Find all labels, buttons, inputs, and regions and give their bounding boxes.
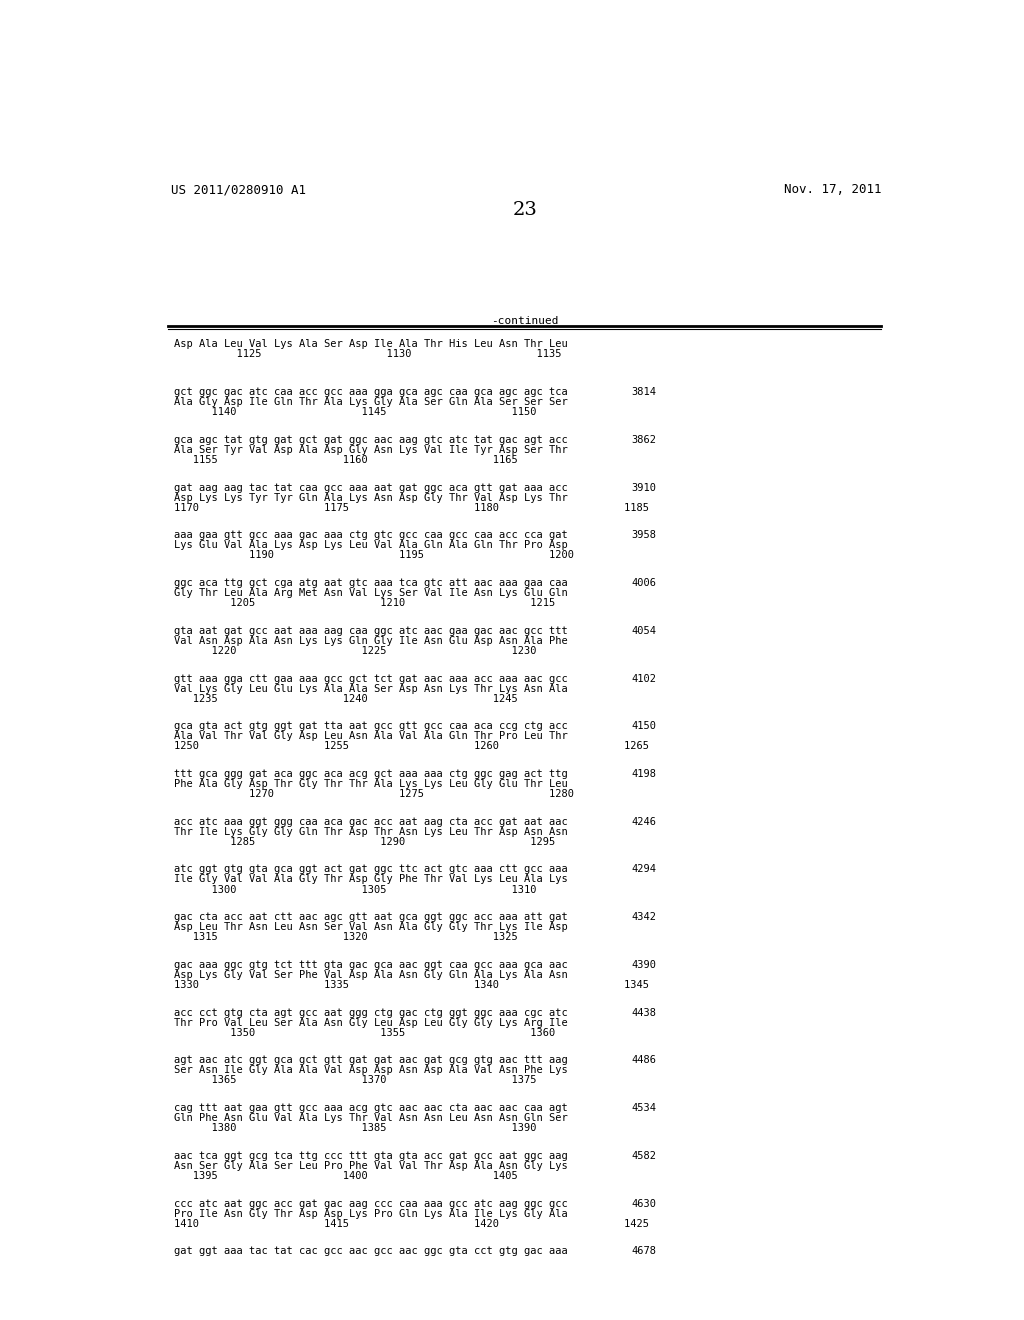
Text: Thr Ile Lys Gly Gly Gln Thr Asp Thr Asn Lys Leu Thr Asp Asn Asn: Thr Ile Lys Gly Gly Gln Thr Asp Thr Asn … xyxy=(174,826,568,837)
Text: Ala Gly Asp Ile Gln Thr Ala Lys Gly Ala Ser Gln Ala Ser Ser Ser: Ala Gly Asp Ile Gln Thr Ala Lys Gly Ala … xyxy=(174,397,568,407)
Text: 1170                    1175                    1180                    1185: 1170 1175 1180 1185 xyxy=(174,503,649,512)
Text: acc atc aaa ggt ggg caa aca gac acc aat aag cta acc gat aat aac: acc atc aaa ggt ggg caa aca gac acc aat … xyxy=(174,817,568,826)
Text: 1380                    1385                    1390: 1380 1385 1390 xyxy=(174,1123,537,1133)
Text: Asp Ala Leu Val Lys Ala Ser Asp Ile Ala Thr His Leu Asn Thr Leu: Asp Ala Leu Val Lys Ala Ser Asp Ile Ala … xyxy=(174,339,568,350)
Text: 1285                    1290                    1295: 1285 1290 1295 xyxy=(174,837,556,846)
Text: ttt gca ggg gat aca ggc aca acg gct aaa aaa ctg ggc gag act ttg: ttt gca ggg gat aca ggc aca acg gct aaa … xyxy=(174,770,568,779)
Text: 4438: 4438 xyxy=(632,1007,656,1018)
Text: 4534: 4534 xyxy=(632,1104,656,1113)
Text: ggc aca ttg gct cga atg aat gtc aaa tca gtc att aac aaa gaa caa: ggc aca ttg gct cga atg aat gtc aaa tca … xyxy=(174,578,568,587)
Text: 1190                    1195                    1200: 1190 1195 1200 xyxy=(174,550,574,560)
Text: 1300                    1305                    1310: 1300 1305 1310 xyxy=(174,884,537,895)
Text: 3958: 3958 xyxy=(632,531,656,540)
Text: 4198: 4198 xyxy=(632,770,656,779)
Text: 4678: 4678 xyxy=(632,1246,656,1257)
Text: Gly Thr Leu Ala Arg Met Asn Val Lys Ser Val Ile Asn Lys Glu Gln: Gly Thr Leu Ala Arg Met Asn Val Lys Ser … xyxy=(174,589,568,598)
Text: 1235                    1240                    1245: 1235 1240 1245 xyxy=(174,693,518,704)
Text: Asp Lys Gly Val Ser Phe Val Asp Ala Asn Gly Gln Ala Lys Ala Asn: Asp Lys Gly Val Ser Phe Val Asp Ala Asn … xyxy=(174,970,568,979)
Text: 4054: 4054 xyxy=(632,626,656,636)
Text: gca agc tat gtg gat gct gat ggc aac aag gtc atc tat gac agt acc: gca agc tat gtg gat gct gat ggc aac aag … xyxy=(174,434,568,445)
Text: 1205                    1210                    1215: 1205 1210 1215 xyxy=(174,598,556,609)
Text: gct ggc gac atc caa acc gcc aaa gga gca agc caa gca agc agc tca: gct ggc gac atc caa acc gcc aaa gga gca … xyxy=(174,387,568,397)
Text: Asn Ser Gly Ala Ser Leu Pro Phe Val Val Thr Asp Ala Asn Gly Lys: Asn Ser Gly Ala Ser Leu Pro Phe Val Val … xyxy=(174,1162,568,1171)
Text: acc cct gtg cta agt gcc aat ggg ctg gac ctg ggt ggc aaa cgc atc: acc cct gtg cta agt gcc aat ggg ctg gac … xyxy=(174,1007,568,1018)
Text: 1125                    1130                    1135: 1125 1130 1135 xyxy=(174,350,562,359)
Text: Ser Asn Ile Gly Ala Ala Val Asp Asp Asn Asp Ala Val Asn Phe Lys: Ser Asn Ile Gly Ala Ala Val Asp Asp Asn … xyxy=(174,1065,568,1076)
Text: Ala Val Thr Val Gly Asp Leu Asn Ala Val Ala Gln Thr Pro Leu Thr: Ala Val Thr Val Gly Asp Leu Asn Ala Val … xyxy=(174,731,568,742)
Text: 4294: 4294 xyxy=(632,865,656,874)
Text: 1410                    1415                    1420                    1425: 1410 1415 1420 1425 xyxy=(174,1218,649,1229)
Text: ccc atc aat ggc acc gat gac aag ccc caa aaa gcc atc aag ggc gcc: ccc atc aat ggc acc gat gac aag ccc caa … xyxy=(174,1199,568,1209)
Text: Val Lys Gly Leu Glu Lys Ala Ala Ser Asp Asn Lys Thr Lys Asn Ala: Val Lys Gly Leu Glu Lys Ala Ala Ser Asp … xyxy=(174,684,568,693)
Text: 1365                    1370                    1375: 1365 1370 1375 xyxy=(174,1076,537,1085)
Text: 4486: 4486 xyxy=(632,1056,656,1065)
Text: 1250                    1255                    1260                    1265: 1250 1255 1260 1265 xyxy=(174,742,649,751)
Text: Nov. 17, 2011: Nov. 17, 2011 xyxy=(783,183,882,197)
Text: Ile Gly Val Val Ala Gly Thr Asp Gly Phe Thr Val Lys Leu Ala Lys: Ile Gly Val Val Ala Gly Thr Asp Gly Phe … xyxy=(174,875,568,884)
Text: Phe Ala Gly Asp Thr Gly Thr Thr Ala Lys Lys Leu Gly Glu Thr Leu: Phe Ala Gly Asp Thr Gly Thr Thr Ala Lys … xyxy=(174,779,568,789)
Text: Lys Glu Val Ala Lys Asp Lys Leu Val Ala Gln Ala Gln Thr Pro Asp: Lys Glu Val Ala Lys Asp Lys Leu Val Ala … xyxy=(174,540,568,550)
Text: Gln Phe Asn Glu Val Ala Lys Thr Val Asn Asn Leu Asn Asn Gln Ser: Gln Phe Asn Glu Val Ala Lys Thr Val Asn … xyxy=(174,1113,568,1123)
Text: gat aag aag tac tat caa gcc aaa aat gat ggc aca gtt gat aaa acc: gat aag aag tac tat caa gcc aaa aat gat … xyxy=(174,483,568,492)
Text: Asp Lys Lys Tyr Tyr Gln Ala Lys Asn Asp Gly Thr Val Asp Lys Thr: Asp Lys Lys Tyr Tyr Gln Ala Lys Asn Asp … xyxy=(174,492,568,503)
Text: agt aac atc ggt gca gct gtt gat gat aac gat gcg gtg aac ttt aag: agt aac atc ggt gca gct gtt gat gat aac … xyxy=(174,1056,568,1065)
Text: gtt aaa gga ctt gaa aaa gcc gct tct gat aac aaa acc aaa aac gcc: gtt aaa gga ctt gaa aaa gcc gct tct gat … xyxy=(174,673,568,684)
Text: 4246: 4246 xyxy=(632,817,656,826)
Text: 4582: 4582 xyxy=(632,1151,656,1160)
Text: 4342: 4342 xyxy=(632,912,656,923)
Text: Asp Leu Thr Asn Leu Asn Ser Val Asn Ala Gly Gly Thr Lys Ile Asp: Asp Leu Thr Asn Leu Asn Ser Val Asn Ala … xyxy=(174,923,568,932)
Text: Pro Ile Asn Gly Thr Asp Asp Lys Pro Gln Lys Ala Ile Lys Gly Ala: Pro Ile Asn Gly Thr Asp Asp Lys Pro Gln … xyxy=(174,1209,568,1218)
Text: 4102: 4102 xyxy=(632,673,656,684)
Text: 1270                    1275                    1280: 1270 1275 1280 xyxy=(174,789,574,799)
Text: Ala Ser Tyr Val Asp Ala Asp Gly Asn Lys Val Ile Tyr Asp Ser Thr: Ala Ser Tyr Val Asp Ala Asp Gly Asn Lys … xyxy=(174,445,568,455)
Text: 1155                    1160                    1165: 1155 1160 1165 xyxy=(174,455,518,465)
Text: US 2011/0280910 A1: US 2011/0280910 A1 xyxy=(171,183,305,197)
Text: 1330                    1335                    1340                    1345: 1330 1335 1340 1345 xyxy=(174,979,649,990)
Text: atc ggt gtg gta gca ggt act gat ggc ttc act gtc aaa ctt gcc aaa: atc ggt gtg gta gca ggt act gat ggc ttc … xyxy=(174,865,568,874)
Text: 1350                    1355                    1360: 1350 1355 1360 xyxy=(174,1028,556,1038)
Text: aaa gaa gtt gcc aaa gac aaa ctg gtc gcc caa gcc caa acc cca gat: aaa gaa gtt gcc aaa gac aaa ctg gtc gcc … xyxy=(174,531,568,540)
Text: 4150: 4150 xyxy=(632,721,656,731)
Text: 1315                    1320                    1325: 1315 1320 1325 xyxy=(174,932,518,942)
Text: 1140                    1145                    1150: 1140 1145 1150 xyxy=(174,407,537,417)
Text: aac tca ggt gcg tca ttg ccc ttt gta gta acc gat gcc aat ggc aag: aac tca ggt gcg tca ttg ccc ttt gta gta … xyxy=(174,1151,568,1160)
Text: gac aaa ggc gtg tct ttt gta gac gca aac ggt caa gcc aaa gca aac: gac aaa ggc gtg tct ttt gta gac gca aac … xyxy=(174,960,568,970)
Text: cag ttt aat gaa gtt gcc aaa acg gtc aac aac cta aac aac caa agt: cag ttt aat gaa gtt gcc aaa acg gtc aac … xyxy=(174,1104,568,1113)
Text: 4390: 4390 xyxy=(632,960,656,970)
Text: 4006: 4006 xyxy=(632,578,656,587)
Text: 1395                    1400                    1405: 1395 1400 1405 xyxy=(174,1171,518,1181)
Text: 4630: 4630 xyxy=(632,1199,656,1209)
Text: 3862: 3862 xyxy=(632,434,656,445)
Text: gac cta acc aat ctt aac agc gtt aat gca ggt ggc acc aaa att gat: gac cta acc aat ctt aac agc gtt aat gca … xyxy=(174,912,568,923)
Text: Thr Pro Val Leu Ser Ala Asn Gly Leu Asp Leu Gly Gly Lys Arg Ile: Thr Pro Val Leu Ser Ala Asn Gly Leu Asp … xyxy=(174,1018,568,1028)
Text: 3910: 3910 xyxy=(632,483,656,492)
Text: gta aat gat gcc aat aaa aag caa ggc atc aac gaa gac aac gcc ttt: gta aat gat gcc aat aaa aag caa ggc atc … xyxy=(174,626,568,636)
Text: 23: 23 xyxy=(512,201,538,219)
Text: 1220                    1225                    1230: 1220 1225 1230 xyxy=(174,645,537,656)
Text: -continued: -continued xyxy=(492,317,558,326)
Text: Val Asn Asp Ala Asn Lys Lys Gln Gly Ile Asn Glu Asp Asn Ala Phe: Val Asn Asp Ala Asn Lys Lys Gln Gly Ile … xyxy=(174,636,568,645)
Text: gca gta act gtg ggt gat tta aat gcc gtt gcc caa aca ccg ctg acc: gca gta act gtg ggt gat tta aat gcc gtt … xyxy=(174,721,568,731)
Text: gat ggt aaa tac tat cac gcc aac gcc aac ggc gta cct gtg gac aaa: gat ggt aaa tac tat cac gcc aac gcc aac … xyxy=(174,1246,568,1257)
Text: 3814: 3814 xyxy=(632,387,656,397)
